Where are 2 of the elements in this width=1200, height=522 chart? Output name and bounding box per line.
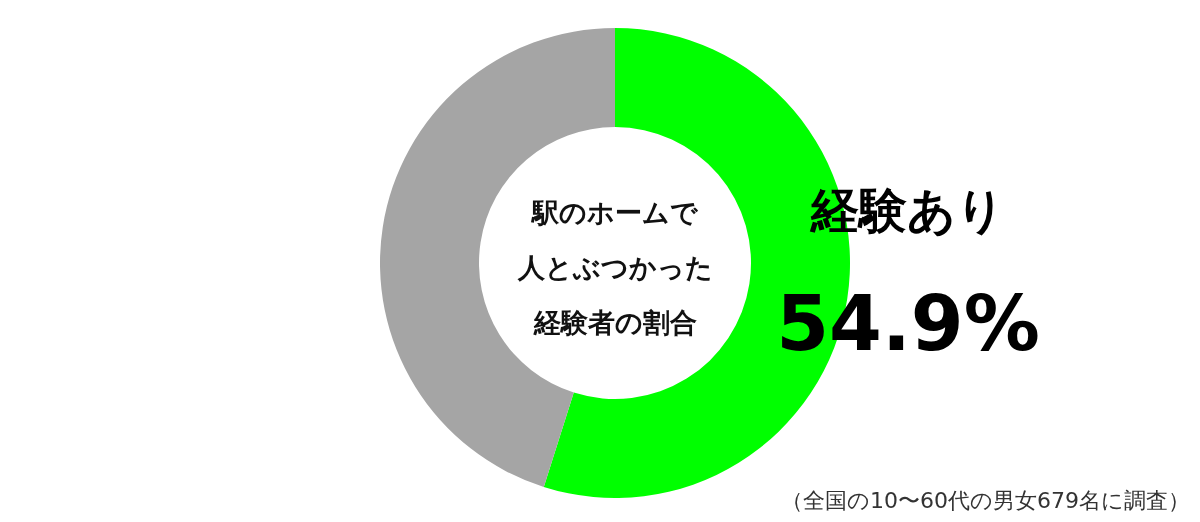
text: 駅のホームで人とぶつかった経験者の割合 xyxy=(516,196,713,338)
text: （全国の10〜60代の男女679名に調査） xyxy=(781,487,1190,513)
